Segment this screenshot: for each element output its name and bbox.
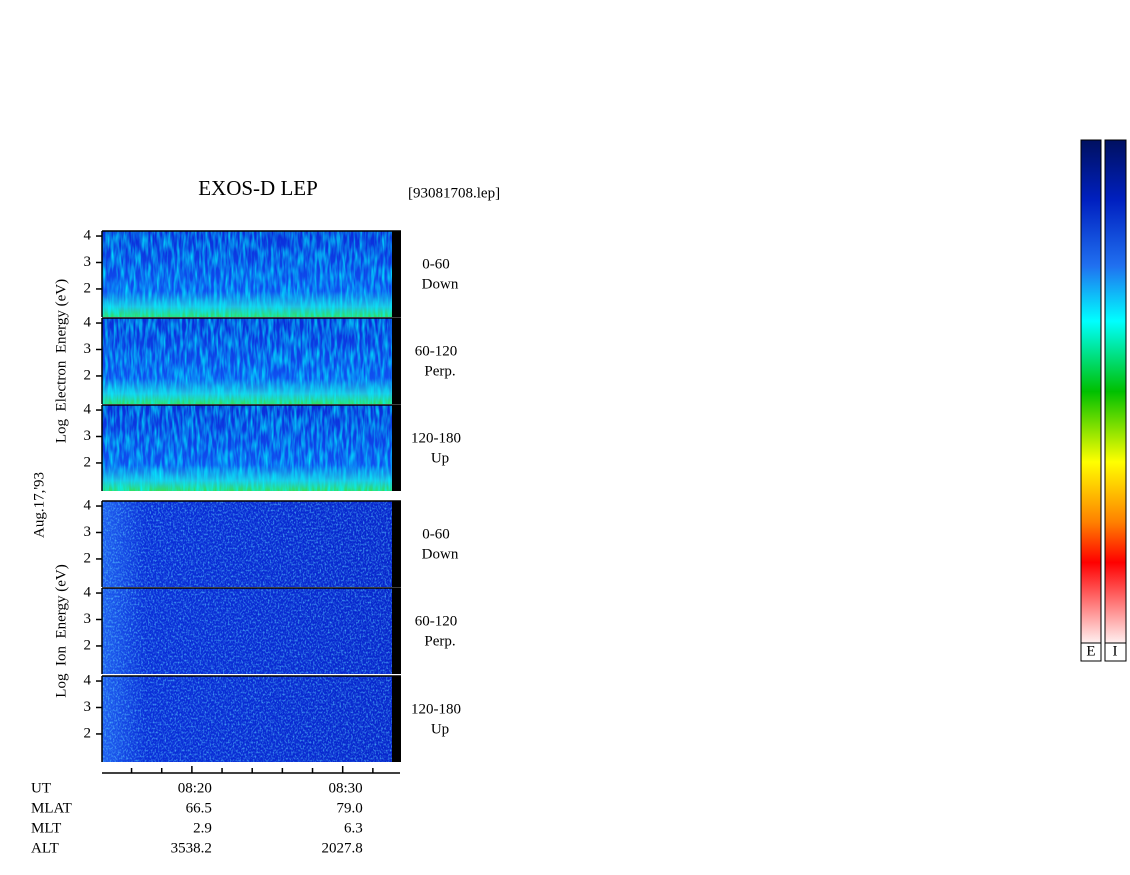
date: Aug.17,'93 bbox=[31, 472, 47, 538]
y-tick-label: 3 bbox=[84, 611, 92, 627]
y-tick-label: 3 bbox=[84, 254, 92, 270]
ion-axis-label: Log Ion Energy (eV) bbox=[53, 564, 69, 697]
y-tick-label: 2 bbox=[84, 454, 92, 470]
pitch-angle: 120-180 bbox=[411, 430, 461, 446]
y-tick-label: 4 bbox=[84, 497, 92, 513]
y-tick-label: 3 bbox=[84, 699, 92, 715]
spectrogram-texture bbox=[102, 318, 392, 404]
y-tick-label: 4 bbox=[84, 672, 92, 688]
title: EXOS-D LEP bbox=[198, 176, 318, 200]
y-tick-label: 2 bbox=[84, 280, 92, 296]
spectrogram-texture bbox=[102, 405, 392, 491]
fill-strip bbox=[392, 501, 401, 587]
pitch-angle: 60-120 bbox=[415, 343, 458, 359]
direction: Up bbox=[431, 721, 449, 737]
y-tick-label: 2 bbox=[84, 637, 92, 653]
spectrogram-texture bbox=[102, 588, 392, 674]
pitch-angle: 0-60 bbox=[422, 256, 450, 272]
fill-strip bbox=[392, 676, 401, 762]
row-value: 2027.8 bbox=[321, 840, 362, 856]
x-tick-label: 08:30 bbox=[329, 780, 363, 796]
row-value: 2.9 bbox=[193, 820, 212, 836]
y-tick-label: 3 bbox=[84, 428, 92, 444]
y-tick-label: 4 bbox=[84, 227, 92, 243]
colorbar-label-box bbox=[1104, 642, 1127, 662]
row-label: ALT bbox=[31, 840, 59, 856]
row-value: 3538.2 bbox=[171, 840, 212, 856]
fill-strip bbox=[392, 405, 401, 491]
direction: Perp. bbox=[424, 363, 455, 379]
row-value: 79.0 bbox=[336, 800, 362, 816]
row-value: 6.3 bbox=[344, 820, 363, 836]
row-value: 66.5 bbox=[186, 800, 212, 816]
direction: Down bbox=[422, 276, 459, 292]
direction: Perp. bbox=[424, 633, 455, 649]
colorbar-label: I bbox=[1113, 643, 1118, 659]
spectrogram-texture bbox=[102, 501, 392, 587]
pitch-angle: 0-60 bbox=[422, 526, 450, 542]
file-name: [93081708.lep] bbox=[408, 185, 500, 201]
electron-axis-label: Log Electron Energy (eV) bbox=[53, 279, 69, 443]
pitch-angle: 60-120 bbox=[415, 613, 458, 629]
y-tick-label: 2 bbox=[84, 367, 92, 383]
colorbar-label-box bbox=[1080, 642, 1102, 662]
y-tick-label: 2 bbox=[84, 550, 92, 566]
y-tick-label: 2 bbox=[84, 725, 92, 741]
fill-strip bbox=[392, 318, 401, 404]
x-tick-label: 08:20 bbox=[178, 780, 212, 796]
colorbar bbox=[1104, 139, 1127, 644]
y-tick-label: 4 bbox=[84, 401, 92, 417]
fill-strip bbox=[392, 231, 401, 317]
direction: Down bbox=[422, 546, 459, 562]
spectrogram-texture bbox=[102, 676, 392, 762]
row-label: MLT bbox=[31, 820, 61, 836]
direction: Up bbox=[431, 450, 449, 466]
fill-strip bbox=[392, 588, 401, 674]
pitch-angle: 120-180 bbox=[411, 701, 461, 717]
y-tick-label: 4 bbox=[84, 314, 92, 330]
row-label: UT bbox=[31, 780, 51, 796]
spectrogram-texture bbox=[102, 231, 392, 317]
y-tick-label: 3 bbox=[84, 524, 92, 540]
colorbar-label: E bbox=[1086, 643, 1095, 659]
y-tick-label: 4 bbox=[84, 584, 92, 600]
colorbar bbox=[1080, 139, 1102, 644]
y-tick-label: 3 bbox=[84, 341, 92, 357]
row-label: MLAT bbox=[31, 800, 72, 816]
